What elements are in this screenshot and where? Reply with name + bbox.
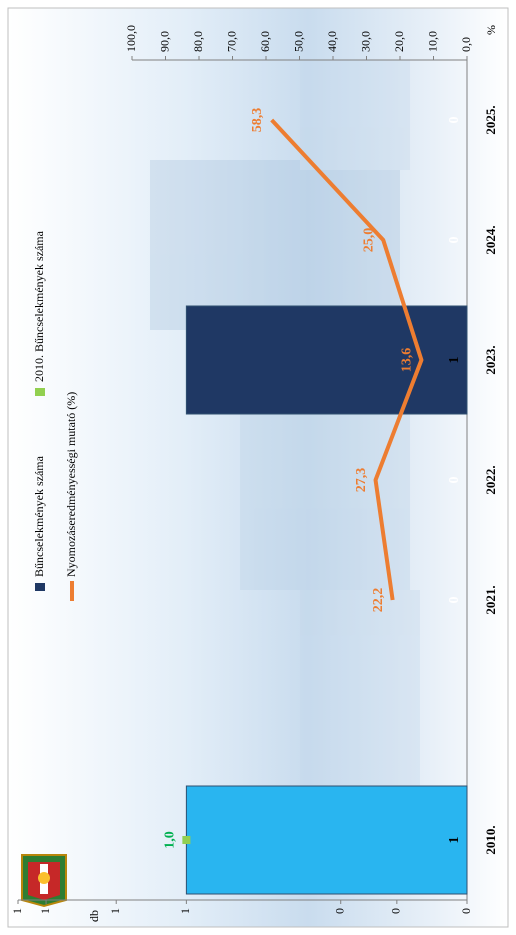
line-value-label: 22,2	[371, 588, 386, 613]
bar-value-label: 1	[447, 357, 462, 364]
y-tick-label: 0	[459, 908, 473, 914]
legend-label: Nyomozáseredményességi mutató (%)	[64, 392, 78, 577]
y-tick-label: 0	[332, 908, 346, 914]
y2-tick-label: 80,0	[191, 31, 205, 52]
x-tick-label: 2010.	[483, 825, 498, 854]
y2-tick-label: 60,0	[258, 31, 272, 52]
y2-tick-label: 90,0	[157, 31, 171, 52]
bar-value-label: 0	[447, 237, 462, 244]
y-tick-label: 0	[389, 908, 403, 914]
y2-tick-label: 40,0	[325, 31, 339, 52]
y2-axis-title: %	[484, 25, 498, 35]
chart-background	[7, 7, 509, 928]
bar-value-label: 1	[447, 837, 462, 844]
scatter-marker	[182, 836, 191, 844]
bar-value-label: 0	[447, 477, 462, 484]
bar	[185, 305, 468, 415]
line-series	[270, 118, 424, 601]
y2-tick-label: 30,0	[358, 31, 372, 52]
y2-tick-label: 0,0	[459, 37, 473, 52]
y-tick-label: 1	[10, 908, 24, 914]
bar-value-label: 0	[447, 597, 462, 604]
line-value-label: 58,3	[250, 108, 265, 133]
x-tick-label: 2021.	[483, 585, 498, 614]
y2-tick-label: 10,0	[425, 31, 439, 52]
y2-tick-label: 20,0	[392, 31, 406, 52]
legend-swatch	[35, 583, 45, 591]
y-tick-label: 1	[108, 908, 122, 914]
x-tick-label: 2025.	[483, 105, 498, 134]
rotated-plot: 00011110,010,020,030,040,050,060,070,080…	[10, 25, 498, 922]
logo	[21, 854, 67, 908]
scatter-value-label: 1,0	[163, 831, 178, 849]
y-tick-label: 1	[38, 908, 52, 914]
bar	[185, 785, 468, 895]
y2-tick-label: 70,0	[224, 31, 238, 52]
line-value-label: 25,0	[361, 228, 376, 253]
bar-value-label: 0	[447, 117, 462, 124]
y2-tick-label: 50,0	[291, 31, 305, 52]
line-value-label: 27,3	[354, 468, 369, 493]
x-tick-label: 2024.	[483, 225, 498, 254]
legend-swatch	[35, 388, 45, 396]
y-tick-label: 1	[178, 908, 192, 914]
line-value-label: 13,6	[400, 348, 415, 373]
legend-label: 2010. Bűncselekmények száma	[32, 230, 46, 382]
x-tick-label: 2023.	[483, 345, 498, 374]
x-tick-label: 2022.	[483, 465, 498, 494]
y2-tick-label: 100,0	[124, 25, 138, 52]
y-axis-title: db	[87, 910, 101, 922]
legend-label: Bűncselekmények száma	[32, 455, 46, 577]
